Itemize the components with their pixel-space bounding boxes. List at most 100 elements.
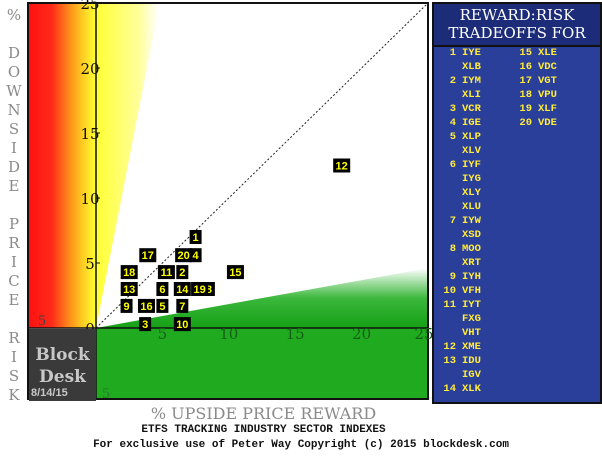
legend-number: 18 — [519, 89, 532, 101]
point-2: 2 — [176, 265, 189, 280]
point-label: 7 — [179, 301, 185, 313]
legend-ticker: VFH — [462, 285, 481, 297]
legend-ticker: IYE — [462, 47, 481, 59]
x-tick-label: 15 — [286, 325, 305, 343]
point-marker — [156, 282, 169, 296]
legend-entry-11-2: VHT — [434, 326, 481, 340]
legend-ticker: XLV — [462, 145, 481, 157]
legend-number: 17 — [519, 75, 532, 87]
legend-ticker: IYW — [462, 215, 481, 227]
legend-number: 4 — [449, 117, 456, 129]
legend-entry-9: 9 IYH — [434, 270, 481, 284]
point-6: 6 — [156, 282, 169, 296]
point-14: 14 — [173, 282, 191, 296]
point-10: 10 — [173, 317, 191, 332]
point-marker — [189, 230, 202, 244]
point-3: 3 — [139, 317, 152, 332]
point-label: 11 — [161, 267, 173, 279]
legend-entry-6-2: XLY — [434, 186, 481, 200]
legend-ticker: XLE — [538, 47, 557, 59]
point-17: 17 — [139, 248, 157, 263]
corner-tick-left: 5 — [38, 314, 46, 329]
parity-line — [95, 2, 429, 329]
point-label: 17 — [142, 250, 154, 262]
x-tick-label: 20 — [352, 325, 371, 343]
chart-title: ETFS TRACKING INDUSTRY SECTOR INDEXES — [141, 424, 386, 436]
logo-block-word: Block — [35, 345, 90, 365]
legend-ticker: VPU — [538, 89, 557, 101]
report-date: 8/14/15 — [31, 387, 68, 399]
legend-ticker: IYH — [462, 271, 481, 283]
y-tick-label: 25 — [80, 0, 99, 13]
legend-number: 20 — [519, 117, 532, 129]
legend-ticker: XLY — [462, 187, 481, 199]
legend-entry-8-1: XRT — [434, 256, 481, 270]
legend-entry-15: 15 XLE — [510, 46, 557, 60]
legend-entry-3: 3 VCR — [434, 102, 481, 116]
point-label: 1 — [193, 232, 199, 244]
y-tick-label: 20 — [80, 60, 99, 78]
y-axis-label: % D O W N S I D E P R I C E R I S K — [6, 6, 22, 404]
legend-entry-11-1: FXG — [434, 312, 481, 326]
legend-entry-20: 20 VDE — [510, 116, 557, 130]
legend-ticker: FXG — [462, 313, 481, 325]
legend-entry-10: 10 VFH — [434, 284, 481, 298]
legend-number: 6 — [449, 159, 456, 171]
caution-wedge — [96, 3, 160, 328]
y-tick-label: 5 — [85, 255, 95, 273]
point-15: 15 — [226, 265, 244, 280]
point-13: 13 — [120, 282, 138, 296]
legend-panel: REWARD:RISK TRADEOFFS FOR 1 IYE XLB 2 IYM XLI… — [432, 2, 602, 404]
point-16: 16 — [137, 298, 155, 313]
legend-entry-4: 4 IGE — [434, 116, 481, 130]
legend-title-line2: TRADEOFFS FOR — [448, 24, 586, 42]
point-4: 4 — [189, 248, 202, 263]
legend-number: 11 — [443, 299, 456, 311]
legend-number: 8 — [449, 243, 456, 255]
point-label: 15 — [229, 267, 241, 279]
y-tick-label: 10 — [80, 190, 99, 208]
point-marker — [176, 265, 189, 280]
point-label: 9 — [123, 301, 129, 313]
legend-entry-2-1: XLI — [434, 88, 481, 102]
legend-entry-1-1: XLB — [434, 60, 481, 74]
point-18: 18 — [120, 265, 138, 280]
scatter-chart: 051015202551015202555 123456789101112131… — [27, 0, 432, 402]
legend-entry-1: 1 IYE — [434, 46, 481, 60]
high-risk-zone — [28, 3, 96, 328]
point-label: 4 — [193, 250, 200, 262]
legend-entry-11: 11 IYT — [434, 298, 481, 312]
low-risk-wedge — [96, 268, 428, 328]
point-5: 5 — [156, 298, 169, 313]
point-19: 19 — [191, 282, 209, 296]
legend-ticker: IGV — [462, 369, 481, 381]
point-marker — [191, 282, 209, 296]
legend-title: REWARD:RISK TRADEOFFS FOR — [434, 4, 600, 47]
legend-number: 2 — [449, 75, 456, 87]
x-tick-label: 25 — [414, 325, 432, 343]
point-7: 7 — [176, 298, 189, 313]
legend-number: 15 — [519, 47, 532, 59]
chart-frame — [27, 2, 429, 400]
point-label: 13 — [123, 284, 135, 296]
legend-entry-6-3: XLU — [434, 200, 481, 214]
corner-tick-bottom: 5 — [102, 387, 110, 402]
legend-number: 14 — [443, 383, 456, 395]
point-marker — [175, 248, 193, 263]
legend-entry-14: 14 XLK — [434, 382, 481, 396]
legend-ticker: XME — [462, 341, 481, 353]
legend-ticker: VHT — [462, 327, 481, 339]
point-label: 8 — [206, 284, 212, 296]
legend-column-1: 1 IYE XLB 2 IYM XLI 3 VCR 4 IGE 5 XLP XLV 6 IYF IYG XLY X… — [434, 46, 481, 396]
legend-ticker: IGE — [462, 117, 481, 129]
point-1: 1 — [189, 230, 202, 244]
point-label: 2 — [179, 267, 185, 279]
point-marker — [176, 298, 189, 313]
legend-ticker: IYM — [462, 75, 481, 87]
point-9: 9 — [120, 298, 133, 313]
legend-entry-17: 17 VGT — [510, 74, 557, 88]
legend-entry-5-1: XLV — [434, 144, 481, 158]
legend-number: 19 — [519, 103, 532, 115]
legend-ticker: XLU — [462, 201, 481, 213]
legend-entry-2: 2 IYM — [434, 74, 481, 88]
